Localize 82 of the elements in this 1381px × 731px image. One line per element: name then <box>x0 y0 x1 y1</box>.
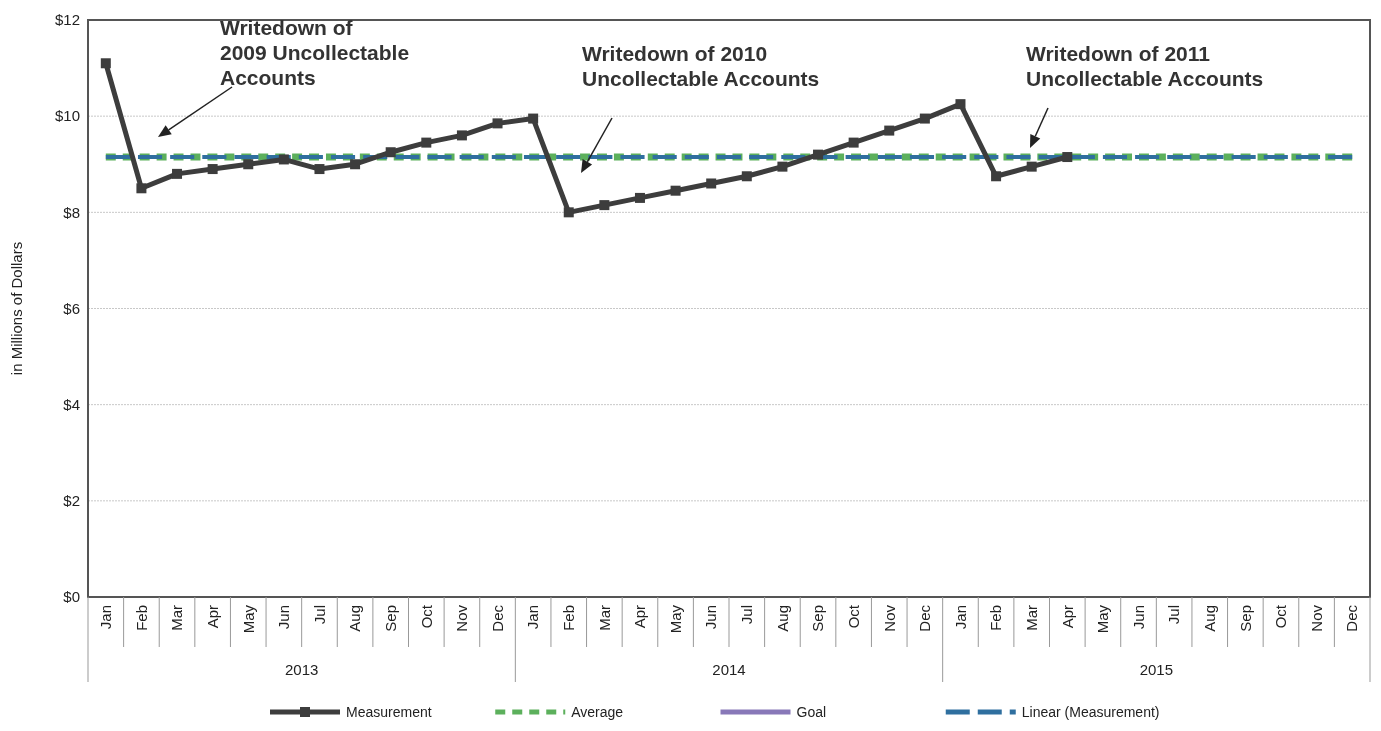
x-tick-label: Dec <box>916 604 934 632</box>
x-tick-label: Dec <box>1343 604 1361 632</box>
point <box>884 125 895 136</box>
x-tick-label: May <box>1094 604 1112 634</box>
annotation: Writedown of 2009 Uncollectable Accounts <box>220 16 410 90</box>
x-tick-label: Jan <box>97 605 115 630</box>
point <box>670 185 681 196</box>
y-tick-label: $12 <box>54 11 80 29</box>
text: 2013 <box>284 661 319 678</box>
y-tick-label: $2 <box>63 492 80 510</box>
point <box>1026 161 1037 172</box>
point <box>172 168 183 179</box>
point <box>207 164 218 175</box>
point <box>813 149 824 160</box>
x-tick-label: Oct <box>844 604 862 629</box>
legend-label: Linear (Measurement) <box>1021 703 1160 720</box>
y-axis-title: in Millions of Dollars <box>8 241 25 376</box>
legend-label: Measurement <box>346 703 432 720</box>
point <box>955 99 966 110</box>
point <box>706 178 717 189</box>
point <box>599 200 610 211</box>
x-tick-label: Feb <box>987 605 1005 631</box>
point <box>456 130 467 141</box>
x-tick-label: Nov <box>1307 604 1325 632</box>
x-tick-label: Oct <box>1272 604 1290 629</box>
x-tick-label: Jan <box>524 605 542 630</box>
y-tick-label: $6 <box>63 299 80 317</box>
x-tick-label: Sep <box>1236 605 1254 632</box>
legend-label: Average <box>571 703 624 720</box>
point <box>243 159 254 170</box>
point <box>634 192 645 203</box>
point <box>848 137 859 148</box>
x-tick-label: Nov <box>453 604 471 632</box>
annotation: Writedown of 2010 Uncollectable Accounts <box>582 42 820 91</box>
y-tick-label: $10 <box>54 107 80 125</box>
x-tick-label: Sep <box>809 605 827 632</box>
point <box>492 118 503 129</box>
x-tick-label: Mar <box>595 605 613 631</box>
x-tick-label: May <box>239 604 257 634</box>
point <box>278 154 289 165</box>
annotation: Writedown of 2011 Uncollectable Accounts <box>1026 42 1264 91</box>
x-tick-label: Jul <box>310 605 328 625</box>
x-tick-label: May <box>666 604 684 634</box>
x-tick-label: Apr <box>631 605 649 629</box>
text: 2014 <box>712 661 746 678</box>
point <box>385 147 396 158</box>
x-tick-label: Oct <box>417 604 435 629</box>
point <box>528 113 539 124</box>
x-tick-label: Sep <box>381 605 399 632</box>
point <box>563 207 574 218</box>
x-tick-label: Apr <box>203 605 221 629</box>
text: 2015 <box>1139 661 1174 678</box>
x-tick-label: Jul <box>738 605 756 625</box>
x-tick-label: Mar <box>1022 605 1040 631</box>
point <box>777 161 788 172</box>
x-tick-label: Dec <box>488 604 506 632</box>
point <box>919 113 930 124</box>
y-tick-label: $0 <box>63 588 80 606</box>
x-tick-label: Aug <box>346 605 364 632</box>
x-tick-label: Aug <box>1201 605 1218 632</box>
point <box>314 164 325 175</box>
point <box>136 183 147 194</box>
point <box>350 159 361 170</box>
x-tick-label: Jun <box>702 605 720 630</box>
point <box>741 171 752 182</box>
y-tick-label: $8 <box>63 203 80 221</box>
y-tick-label: $4 <box>63 395 80 413</box>
point <box>421 137 432 148</box>
x-tick-label: Apr <box>1058 605 1076 629</box>
point <box>1062 152 1073 163</box>
x-tick-label: Feb <box>560 605 577 631</box>
legend-label: Goal <box>796 703 827 720</box>
point <box>100 58 111 69</box>
x-tick-label: Feb <box>132 605 150 631</box>
x-tick-label: Jun <box>1129 605 1147 630</box>
x-tick-label: Jun <box>275 605 293 630</box>
x-tick-label: Jan <box>951 605 969 630</box>
x-tick-label: Mar <box>168 605 186 631</box>
x-tick-label: Jul <box>1165 605 1183 625</box>
point <box>991 171 1002 182</box>
x-tick-label: Aug <box>773 605 791 632</box>
x-tick-label: Nov <box>880 604 898 632</box>
